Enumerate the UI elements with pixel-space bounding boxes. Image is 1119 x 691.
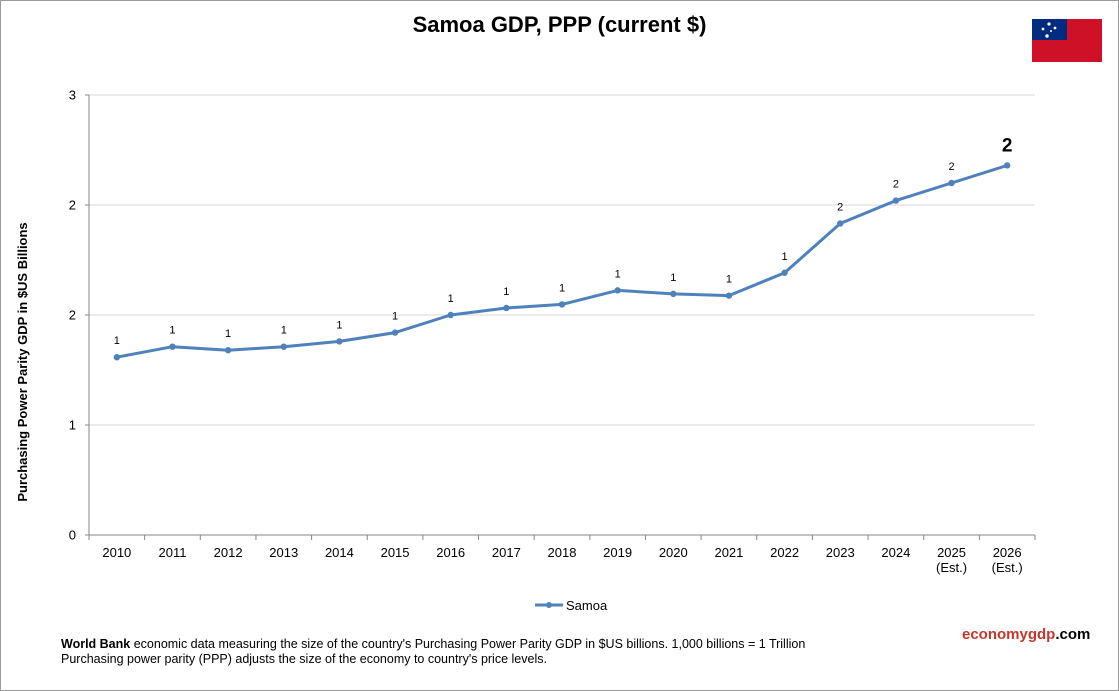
footer-line-2: Purchasing power parity (PPP) adjusts th… xyxy=(61,652,547,666)
data-point xyxy=(1003,162,1011,169)
data-point xyxy=(725,292,733,299)
brand-part-2: .com xyxy=(1055,626,1091,643)
x-tick-label: 2013 xyxy=(269,545,298,560)
data-point xyxy=(892,197,900,204)
x-tick-labels: 2010 2011 2012 2013 2014 2015 2016 2017 2018 2019… xyxy=(102,545,1022,575)
data-point xyxy=(781,269,788,276)
series-samoa xyxy=(113,162,1011,361)
legend-label: Samoa xyxy=(566,598,608,613)
data-label: 1 xyxy=(225,328,231,340)
data-label: 1 xyxy=(336,319,342,331)
data-label: 1 xyxy=(281,325,287,337)
legend-marker xyxy=(546,602,552,608)
x-tick-label: 2024 xyxy=(881,545,910,560)
chart-title: Samoa GDP, PPP (current $) xyxy=(412,12,707,37)
y-tick-label: 0 xyxy=(69,528,76,543)
data-point xyxy=(336,338,343,345)
x-tick-label: 2025 (Est.) xyxy=(936,545,967,575)
data-point xyxy=(391,329,399,336)
data-point xyxy=(670,290,677,298)
gridlines xyxy=(89,94,1035,426)
data-point xyxy=(169,343,176,350)
brand-logo: economygdp.com xyxy=(962,626,1090,643)
x-tick-label: 2026 (Est.) xyxy=(992,545,1023,575)
x-tick-label: 2018 xyxy=(548,545,577,560)
data-label-last: 2 xyxy=(1002,135,1013,156)
data-label: 1 xyxy=(114,335,120,347)
data-label: 2 xyxy=(837,201,843,213)
y-tick-label: 1 xyxy=(69,418,76,433)
footer-source: World Bank xyxy=(61,637,131,651)
data-label: 1 xyxy=(392,311,398,323)
footer-note: World Bank economic data measuring the s… xyxy=(61,637,805,667)
data-point xyxy=(113,354,121,361)
data-label: 1 xyxy=(726,274,732,286)
data-label: 2 xyxy=(893,179,899,191)
data-point xyxy=(280,343,287,350)
x-tick-label: 2023 xyxy=(826,545,855,560)
data-label: 1 xyxy=(448,293,454,305)
axes xyxy=(85,94,1036,540)
legend: Samoa xyxy=(535,598,608,613)
x-tick-label: 2015 xyxy=(381,545,410,560)
data-labels: 1 1 1 1 1 1 1 1 1 1 1 1 1 2 2 2 2 xyxy=(114,135,1013,347)
y-tick-labels: 0 1 2 2 3 xyxy=(69,88,76,543)
data-label: 1 xyxy=(559,282,565,294)
x-tick-label: 2011 xyxy=(158,545,186,560)
data-point xyxy=(614,287,621,294)
x-tick-label: 2021 xyxy=(714,545,743,560)
data-label: 1 xyxy=(615,268,621,280)
series-line-samoa xyxy=(115,163,1009,359)
y-tick-label: 2 xyxy=(69,308,76,323)
data-point xyxy=(837,220,844,227)
data-point xyxy=(447,311,454,319)
x-tick-label: 2010 xyxy=(102,545,131,560)
x-tick-label: 2017 xyxy=(492,545,521,560)
data-label: 2 xyxy=(948,161,954,173)
x-tick-label: 2019 xyxy=(603,545,632,560)
footer-line-1-text: economic data measuring the size of the … xyxy=(130,637,806,651)
data-point xyxy=(558,301,566,308)
data-label: 1 xyxy=(670,272,676,284)
x-tick-label: 2022 xyxy=(770,545,799,560)
x-tick-label: 2016 xyxy=(436,545,465,560)
y-tick-label: 3 xyxy=(69,88,76,103)
footer-line-1: World Bank economic data measuring the s… xyxy=(61,637,805,652)
data-label: 1 xyxy=(503,286,509,298)
data-point xyxy=(224,347,232,354)
y-axis-label: Purchasing Power Parity GDP in $US Billi… xyxy=(15,222,30,501)
x-tick-label: 2012 xyxy=(214,545,243,560)
data-label: 1 xyxy=(782,251,788,263)
brand-part-1: economygdp xyxy=(962,626,1056,643)
data-label: 1 xyxy=(169,325,175,337)
data-point xyxy=(948,179,955,187)
y-tick-label: 2 xyxy=(69,198,76,213)
samoa-flag-icon xyxy=(1032,19,1102,62)
x-tick-label: 2020 xyxy=(659,545,688,560)
x-tick-label: 2014 xyxy=(325,545,354,560)
data-point xyxy=(503,304,510,312)
